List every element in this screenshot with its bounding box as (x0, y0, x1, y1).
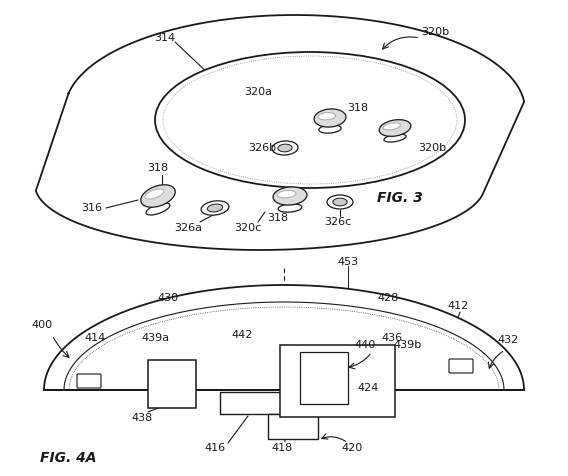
Text: 436: 436 (382, 333, 403, 343)
Polygon shape (64, 302, 504, 390)
Text: 430: 430 (157, 293, 178, 303)
Ellipse shape (384, 134, 406, 142)
Ellipse shape (314, 109, 346, 127)
Ellipse shape (319, 125, 341, 133)
Text: 416: 416 (204, 443, 225, 453)
Ellipse shape (277, 190, 296, 198)
Text: 318: 318 (148, 163, 169, 173)
Ellipse shape (318, 112, 336, 120)
Text: 320c: 320c (235, 223, 262, 233)
Polygon shape (36, 15, 524, 250)
Text: 439b: 439b (394, 340, 422, 350)
Text: 318: 318 (268, 213, 289, 223)
Text: 320a: 320a (244, 87, 272, 97)
Text: 326b: 326b (248, 143, 276, 153)
Text: 438: 438 (131, 413, 153, 423)
Ellipse shape (333, 198, 347, 206)
Ellipse shape (207, 204, 223, 212)
Bar (148, 360, 196, 408)
Bar (280, 345, 395, 417)
Text: 414: 414 (85, 333, 106, 343)
FancyBboxPatch shape (449, 359, 473, 373)
Text: 314: 314 (154, 33, 176, 43)
Text: 326a: 326a (174, 223, 202, 233)
Ellipse shape (278, 204, 302, 212)
Ellipse shape (145, 189, 164, 199)
Ellipse shape (155, 52, 465, 188)
Bar (300, 352, 348, 404)
Text: 320b: 320b (421, 27, 449, 37)
Ellipse shape (201, 201, 229, 215)
Text: FIG. 4A: FIG. 4A (40, 451, 96, 465)
Text: 442: 442 (231, 330, 253, 340)
Text: 424: 424 (357, 383, 379, 393)
Ellipse shape (146, 203, 170, 215)
Text: 412: 412 (448, 301, 469, 311)
Text: 400: 400 (31, 320, 53, 330)
Bar (220, 392, 348, 414)
Ellipse shape (278, 144, 292, 152)
Ellipse shape (272, 141, 298, 155)
Ellipse shape (327, 195, 353, 209)
Text: 418: 418 (272, 443, 293, 453)
Bar (268, 414, 318, 439)
Text: FIG. 3: FIG. 3 (377, 191, 423, 205)
Text: 428: 428 (377, 293, 399, 303)
Text: 420: 420 (341, 443, 362, 453)
FancyBboxPatch shape (77, 374, 101, 388)
Text: 440: 440 (354, 340, 375, 350)
Ellipse shape (273, 187, 307, 205)
Text: 318: 318 (348, 103, 369, 113)
Text: 439a: 439a (141, 333, 169, 343)
Text: 316: 316 (81, 203, 102, 213)
Ellipse shape (141, 185, 176, 207)
Text: 432: 432 (498, 335, 519, 345)
Text: 326c: 326c (324, 217, 352, 227)
Ellipse shape (379, 119, 411, 136)
Polygon shape (44, 285, 524, 390)
Ellipse shape (383, 123, 400, 130)
Text: 453: 453 (337, 257, 358, 267)
Text: 320b: 320b (418, 143, 446, 153)
